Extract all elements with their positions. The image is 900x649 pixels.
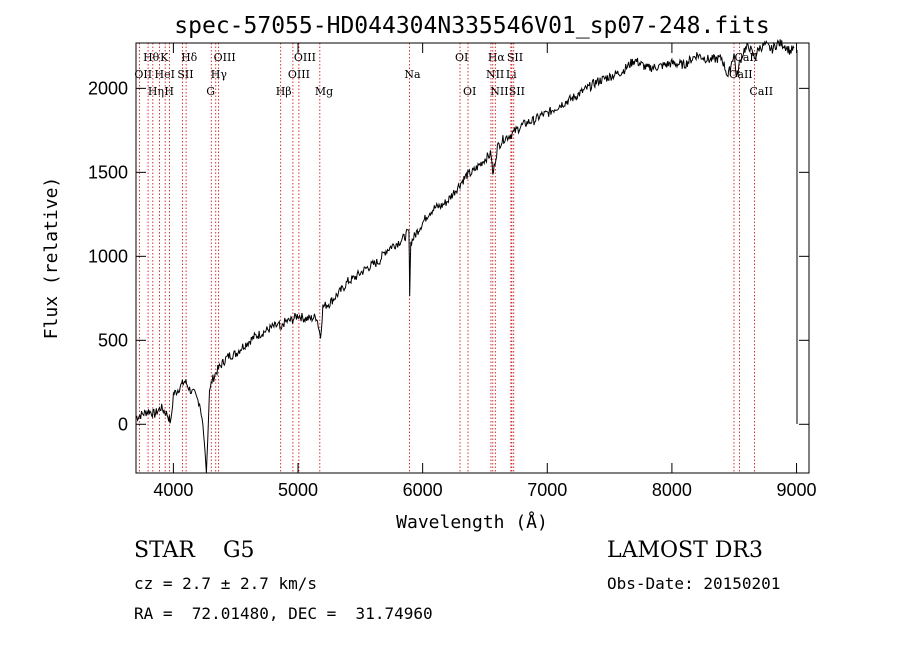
x-axis: 4000 5000 6000 7000 8000 9000 <box>153 43 817 500</box>
line-marker-label: CaII <box>749 85 773 98</box>
x-tick-label: 9000 <box>777 480 817 500</box>
plot-frame <box>135 42 810 474</box>
line-marker-label: SII <box>509 85 525 98</box>
y-tick-label: 2000 <box>88 78 128 98</box>
coords-label: RA = 72.01480, DEC = 31.74960 <box>134 604 433 623</box>
line-marker-label: OIII <box>294 51 316 64</box>
redshift-label: cz = 2.7 ± 2.7 km/s <box>134 574 318 593</box>
x-axis-label: Wavelength (Å) <box>396 511 548 533</box>
line-marker-label: Mg <box>315 85 333 98</box>
line-marker-label: Hα <box>488 51 506 64</box>
line-marker-label: Hγ <box>211 68 228 81</box>
survey-label: LAMOST DR3 <box>607 538 763 563</box>
class-label: STAR G5 <box>134 538 255 563</box>
line-marker-label: K <box>160 51 169 64</box>
y-tick-label: 500 <box>98 330 128 350</box>
y-tick-label: 1000 <box>88 246 128 266</box>
x-tick-label: 8000 <box>652 480 692 500</box>
line-marker-label: OIII <box>288 68 310 81</box>
line-marker-label: CaII <box>729 68 753 81</box>
line-marker-label: Hδ <box>181 51 198 64</box>
x-tick-label: 7000 <box>527 480 567 500</box>
line-marker-label: OI <box>455 51 468 64</box>
x-tick-label: 5000 <box>278 480 318 500</box>
line-marker-label: SII <box>507 51 523 64</box>
line-marker-label: Hβ <box>276 85 292 98</box>
line-marker-label: OII <box>134 68 152 81</box>
chart-title: spec-57055-HD044304N335546V01_sp07-248.f… <box>174 13 769 39</box>
line-marker-label: G <box>206 85 215 98</box>
x-tick-label: 6000 <box>403 480 443 500</box>
line-marker-label: OI <box>463 85 476 98</box>
line-marker-label: NII <box>490 85 508 98</box>
obs-date-label: Obs-Date: 20150201 <box>607 574 781 593</box>
line-marker-label: Na <box>404 68 421 81</box>
y-tick-label: 0 <box>118 414 128 434</box>
y-tick-label: 1500 <box>88 162 128 182</box>
x-tick-label: 4000 <box>153 480 193 500</box>
y-axis-label: Flux (relative) <box>41 177 62 340</box>
line-marker-label: H <box>164 85 174 98</box>
line-marker-label: Hη <box>148 85 164 98</box>
spectrum-line <box>135 39 795 474</box>
y-axis: 0 500 1000 1500 2000 <box>88 78 809 434</box>
line-marker-label: OIII <box>214 51 236 64</box>
line-marker-label: Li <box>506 68 517 81</box>
line-marker-label: SII <box>177 68 193 81</box>
line-marker-label: Hθ <box>143 51 160 64</box>
series-group <box>135 39 795 474</box>
